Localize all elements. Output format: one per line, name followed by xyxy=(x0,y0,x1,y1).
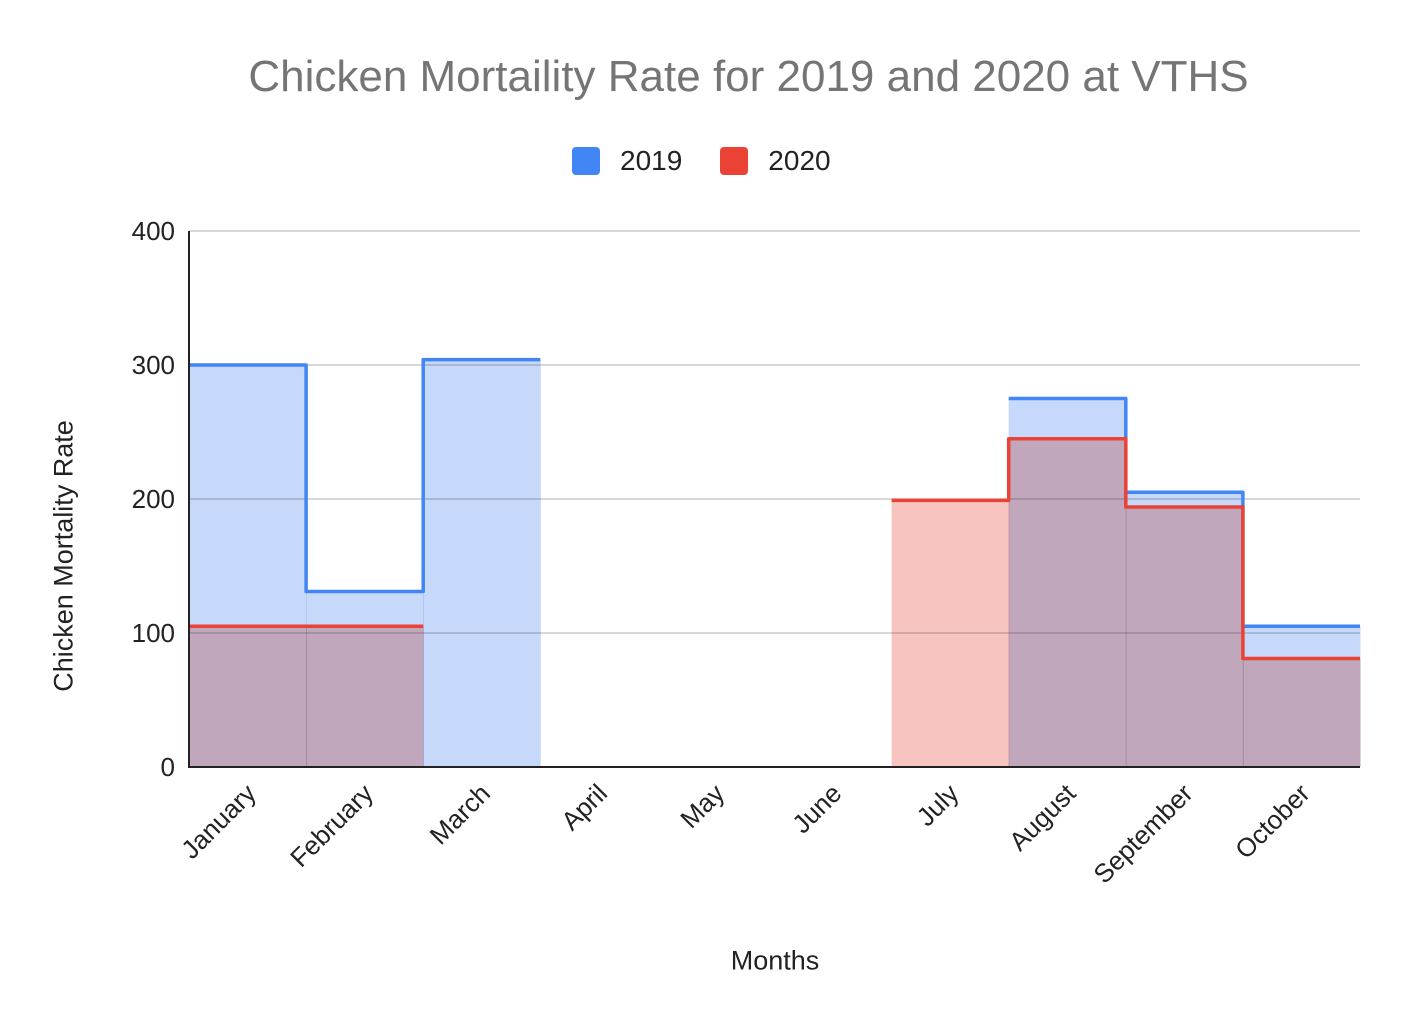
legend-label-2020: 2020 xyxy=(768,145,831,176)
x-tick-label: August xyxy=(1003,777,1082,856)
series-line-2019 xyxy=(189,357,1360,629)
area-fill-2020-july xyxy=(891,500,1010,767)
y-tick-label: 0 xyxy=(161,752,175,782)
area-fill-2020-august xyxy=(1008,438,1127,767)
series-line-2020 xyxy=(189,436,1360,661)
area-fill-2020-february xyxy=(306,626,424,767)
x-tick-label: March xyxy=(424,778,496,850)
x-tick-label: September xyxy=(1087,778,1198,889)
area-fill-2020-january xyxy=(189,626,307,767)
x-tick-label: October xyxy=(1229,778,1316,865)
y-tick-label: 400 xyxy=(132,216,175,246)
y-tick-label: 200 xyxy=(132,484,175,514)
y-axis-title: Chicken Mortality Rate xyxy=(48,420,79,692)
x-tick-label: April xyxy=(555,778,613,836)
x-tick-label: February xyxy=(284,778,379,873)
legend-item-2020: 2020 xyxy=(720,145,831,177)
y-tick-label: 100 xyxy=(132,618,175,648)
y-tick-label: 300 xyxy=(132,350,175,380)
x-tick-label: May xyxy=(674,778,730,834)
legend-swatch-2019 xyxy=(572,147,600,175)
legend-label-2019: 2019 xyxy=(620,145,683,176)
x-tick-label: June xyxy=(786,778,847,839)
chart-title: Chicken Mortaility Rate for 2019 and 202… xyxy=(248,52,1249,101)
x-tick-label: July xyxy=(910,778,964,832)
legend-item-2019: 2019 xyxy=(572,145,682,177)
legend-swatch-2020 xyxy=(720,147,749,175)
x-axis-title: Months xyxy=(730,945,820,976)
area-fill-2020-september xyxy=(1125,507,1244,767)
area-fill-2019-march xyxy=(423,359,541,767)
legend: 2019 2020 xyxy=(572,143,869,179)
x-tick-label: January xyxy=(175,778,262,865)
area-fill-2020-october xyxy=(1242,658,1361,767)
